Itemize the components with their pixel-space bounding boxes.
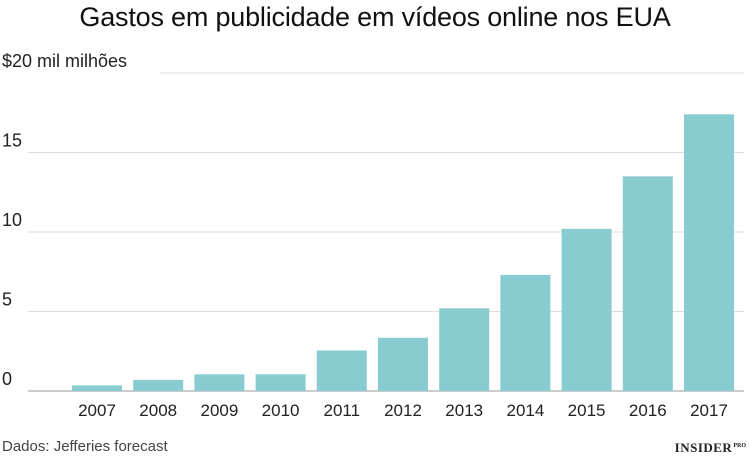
x-axis-ticks: 2007 2008 2009 2010 2011 2012 2013 2014 2015 2016… — [78, 401, 728, 420]
y-axis-ticks: 0 5 10 15 $20 mil milhões — [2, 51, 127, 389]
logo-main: INSIDER — [674, 440, 733, 455]
x-tick-label: 2007 — [78, 401, 116, 420]
bar-2010 — [255, 374, 306, 391]
x-tick-label: 2017 — [690, 401, 728, 420]
bar-2015 — [561, 228, 612, 391]
x-tick-label: 2016 — [629, 401, 667, 420]
bar-2009 — [194, 374, 245, 391]
bar-2014 — [500, 274, 551, 391]
x-tick-label: 2014 — [506, 401, 544, 420]
insider-pro-logo: INSIDERPRO — [675, 440, 746, 456]
bar-2012 — [378, 337, 428, 391]
x-tick-label: 2013 — [445, 401, 483, 420]
x-tick-label: 2010 — [262, 401, 300, 420]
bar-2016 — [622, 176, 673, 391]
chart-title: Gastos em publicidade em vídeos online n… — [79, 2, 671, 32]
x-tick-label: 2015 — [568, 401, 606, 420]
bars — [72, 114, 734, 391]
x-tick-label: 2008 — [139, 401, 177, 420]
x-tick-label: 2011 — [324, 401, 361, 420]
bar-2013 — [439, 308, 490, 391]
x-tick-label: 2009 — [200, 401, 238, 420]
source-note: Dados: Jefferies forecast — [2, 438, 168, 455]
bar-2008 — [133, 379, 184, 391]
x-tick-label: 2012 — [384, 401, 422, 420]
y-tick-label: $20 mil milhões — [2, 51, 127, 71]
bar-2007 — [72, 385, 122, 391]
bar-2011 — [316, 350, 367, 391]
logo-suffix: PRO — [733, 443, 746, 449]
y-tick-label: 15 — [2, 131, 22, 151]
y-tick-label: 5 — [2, 290, 12, 310]
y-tick-label: 0 — [2, 369, 12, 389]
y-tick-label: 10 — [2, 210, 22, 230]
bar-2017 — [684, 114, 734, 391]
